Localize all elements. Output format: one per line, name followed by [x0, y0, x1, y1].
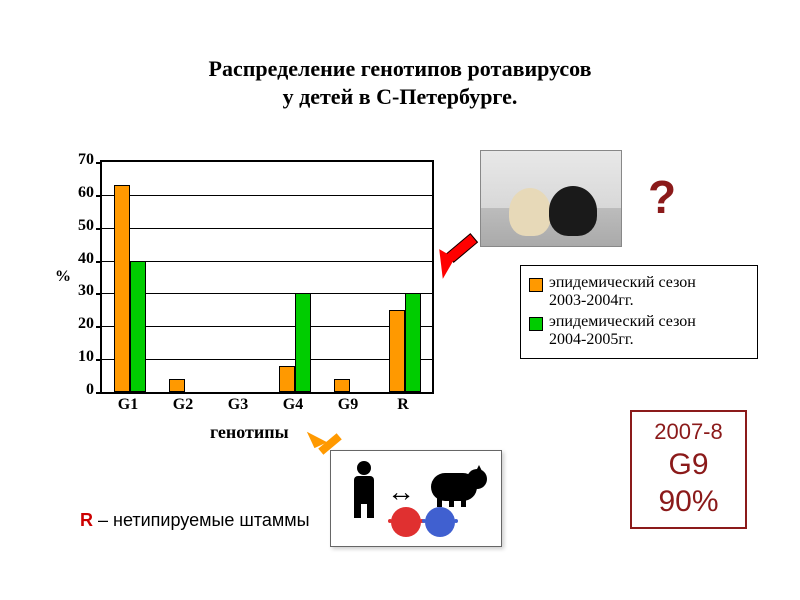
gridline [102, 293, 432, 294]
title-line-2: у детей в С-Петербурге. [283, 84, 518, 109]
zoonosis-diagram: ↔ [330, 450, 502, 547]
y-tick-label: 60 [54, 184, 94, 202]
y-tick-label: 20 [54, 315, 94, 333]
y-tick-label: 30 [54, 282, 94, 300]
x-tick-label: G3 [211, 396, 266, 414]
footnote-r: R [80, 510, 93, 530]
bar [169, 379, 185, 392]
infobox-genotype: G9 [636, 446, 741, 484]
double-arrow-icon: ↔ [387, 477, 415, 509]
footnote: R – нетипируемые штаммы [80, 510, 310, 531]
photo-dogs [480, 150, 622, 247]
y-tick-label: 40 [54, 250, 94, 268]
dog-light-icon [509, 188, 551, 236]
title-line-1: Распределение генотипов ротавирусов [209, 56, 592, 81]
legend-item: эпидемический сезон 2003-2004гг. [529, 274, 749, 311]
legend-swatch-icon [529, 317, 543, 331]
y-tick-label: 70 [54, 151, 94, 169]
virus-blue-icon [427, 509, 453, 535]
legend: эпидемический сезон 2003-2004гг. эпидеми… [520, 265, 758, 359]
x-tick-label: R [376, 396, 431, 414]
ytick-mark [96, 261, 102, 263]
legend-item: эпидемический сезон 2004-2005гг. [529, 313, 749, 350]
y-tick-label: 10 [54, 348, 94, 366]
bar [389, 310, 405, 392]
gridline [102, 228, 432, 229]
legend-label: эпидемический сезон 2004-2005гг. [549, 313, 696, 350]
info-callout: 2007-8 G9 90% [630, 410, 747, 529]
ytick-mark [96, 162, 102, 164]
pig-icon [427, 465, 487, 507]
y-tick-label: 50 [54, 217, 94, 235]
gridline [102, 195, 432, 196]
bar [130, 261, 146, 392]
x-tick-label: G9 [321, 396, 376, 414]
gridline [102, 261, 432, 262]
x-tick-label: G1 [101, 396, 156, 414]
x-axis-label: генотипы [210, 422, 289, 443]
bar [279, 366, 295, 392]
ytick-mark [96, 195, 102, 197]
bar-chart [100, 160, 434, 394]
ytick-mark [96, 228, 102, 230]
footnote-text: – нетипируемые штаммы [93, 510, 310, 530]
infobox-percent: 90% [636, 483, 741, 521]
x-tick-label: G4 [266, 396, 321, 414]
bar [334, 379, 350, 392]
question-mark: ? [648, 170, 676, 224]
human-icon [349, 461, 379, 516]
bar [295, 293, 311, 392]
bar [405, 293, 421, 392]
page-title: Распределение генотипов ротавирусов у де… [0, 55, 800, 110]
gridline [102, 359, 432, 360]
ytick-mark [96, 326, 102, 328]
infobox-year: 2007-8 [636, 418, 741, 446]
x-tick-label: G2 [156, 396, 211, 414]
dog-dark-icon [549, 186, 597, 236]
legend-label: эпидемический сезон 2003-2004гг. [549, 274, 696, 311]
y-tick-label: 0 [54, 381, 94, 399]
virus-red-icon [393, 509, 419, 535]
gridline [102, 326, 432, 327]
ytick-mark [96, 392, 102, 394]
legend-swatch-icon [529, 278, 543, 292]
bar [114, 185, 130, 392]
ytick-mark [96, 359, 102, 361]
ytick-mark [96, 293, 102, 295]
